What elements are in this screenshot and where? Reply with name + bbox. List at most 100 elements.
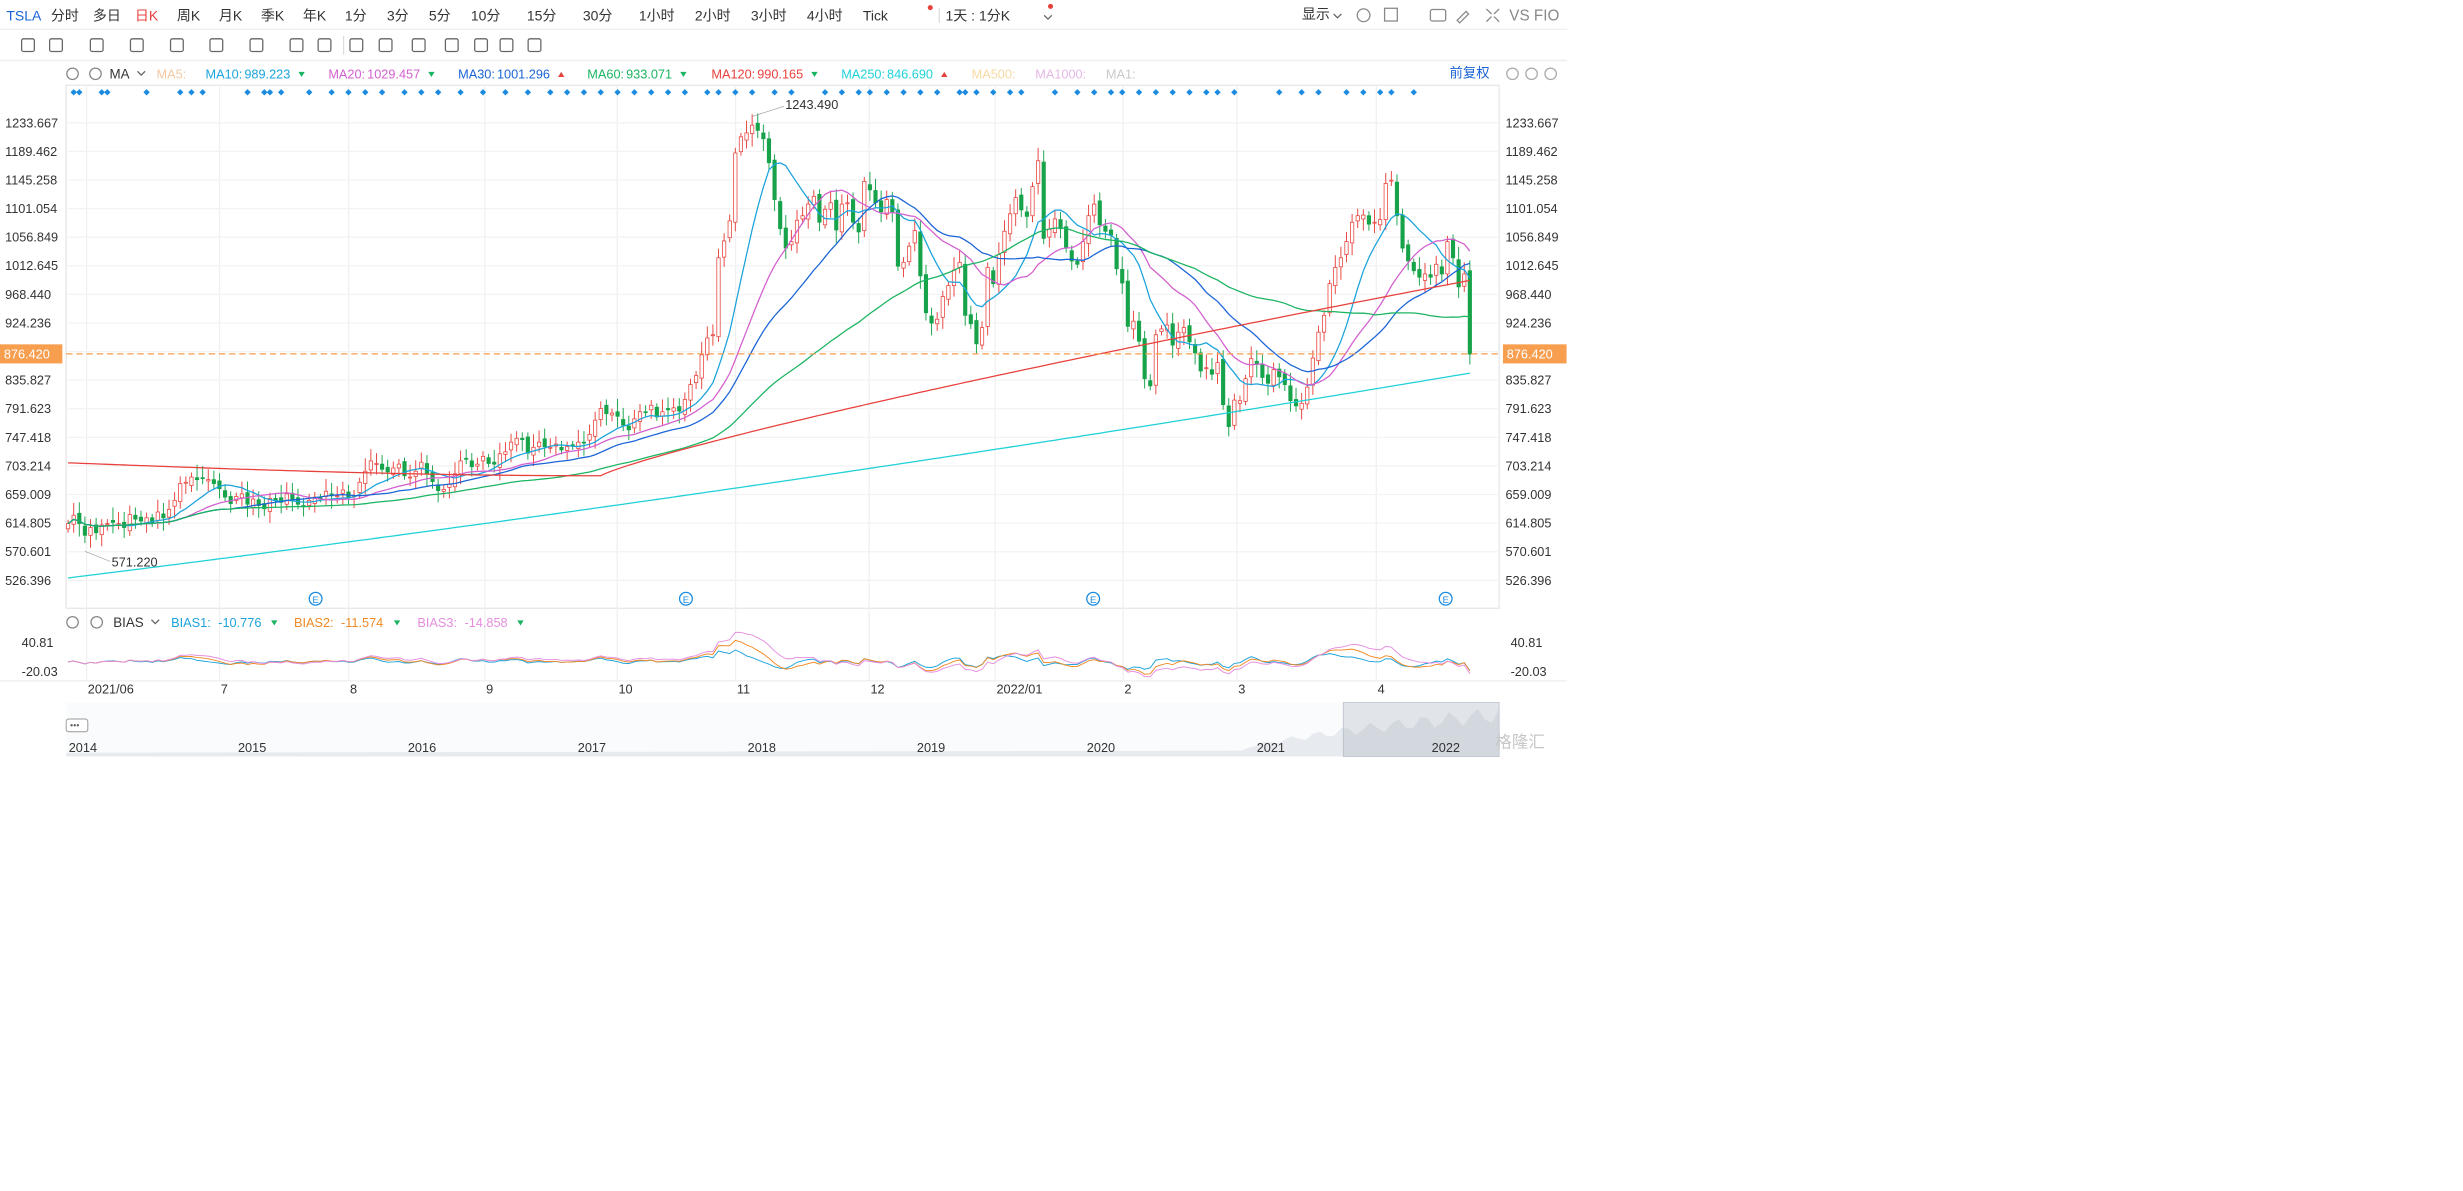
x-tick-label: 3 — [1238, 682, 1245, 697]
period-tab[interactable]: 3分 — [387, 7, 409, 23]
earnings-event-icon[interactable] — [1086, 591, 1101, 606]
candle-body — [991, 270, 996, 285]
signal-marker-icon — [883, 89, 890, 96]
candle-body — [1445, 241, 1450, 275]
period-tab[interactable]: 1分 — [345, 7, 367, 23]
candle-body — [105, 523, 110, 525]
text-tool-icon[interactable] — [289, 38, 304, 53]
camera-icon[interactable] — [1429, 8, 1447, 22]
candle-body — [1305, 386, 1310, 405]
candle-body — [189, 476, 194, 486]
wave-tool-icon[interactable] — [129, 38, 144, 53]
period-tab[interactable]: 1小时 — [639, 7, 675, 23]
period-tab[interactable]: 季K — [261, 7, 285, 23]
signal-marker-icon — [1090, 89, 1098, 96]
arrow-tool-icon[interactable] — [249, 38, 264, 53]
chevron-down-icon[interactable] — [1333, 13, 1342, 19]
close-icon[interactable] — [90, 615, 104, 629]
period-tab[interactable]: 10分 — [471, 7, 501, 23]
period-tab[interactable]: 5分 — [429, 7, 451, 23]
line-tool-icon[interactable] — [48, 38, 63, 53]
candle-body — [475, 463, 480, 467]
range-navigator[interactable]: ••• 2014 2015 2016 2017 2018 2019 2020 2021 2022 格… — [65, 702, 1545, 757]
candle-body — [385, 466, 390, 473]
signal-marker-icon — [748, 89, 756, 96]
ma-value: 933.071 — [626, 66, 672, 81]
y-tick-label-right: 835.827 — [1505, 373, 1551, 388]
period-tab[interactable]: 分时 — [51, 7, 79, 23]
period-tab[interactable]: 年K — [303, 7, 327, 23]
signal-marker-icon — [732, 89, 739, 96]
more-icon[interactable] — [65, 718, 89, 733]
note-tool-icon[interactable] — [317, 38, 332, 53]
lock-icon[interactable] — [411, 38, 426, 53]
signal-marker-icon — [704, 89, 711, 96]
undo-icon[interactable] — [1506, 67, 1519, 81]
move-icon[interactable] — [20, 38, 35, 53]
x-tick-label: 12 — [870, 682, 884, 697]
settings-icon[interactable] — [527, 38, 542, 53]
arrow-up-icon — [941, 71, 948, 77]
chevron-down-icon[interactable] — [136, 70, 146, 76]
period-tab[interactable]: 2小时 — [695, 7, 731, 23]
signal-markers — [70, 89, 1417, 96]
earnings-event-icon[interactable] — [1438, 591, 1453, 606]
period-tab[interactable]: 15分 — [527, 7, 557, 23]
signal-marker-icon — [990, 89, 997, 96]
adjust-select[interactable]: 前复权 — [1449, 65, 1489, 81]
period-tab[interactable]: 4小时 — [807, 7, 843, 23]
earnings-event-icon[interactable] — [308, 591, 323, 606]
hide-icon[interactable] — [444, 38, 459, 53]
range-selector[interactable]: 1天 : 1分K — [946, 7, 1011, 23]
settings-icon[interactable] — [1356, 8, 1371, 23]
candle-body — [99, 524, 104, 536]
settings-icon[interactable] — [66, 67, 79, 81]
candle-body — [1316, 331, 1321, 362]
chevron-down-icon[interactable] — [1043, 14, 1053, 20]
candle-body — [1411, 261, 1416, 272]
zoom-in-icon[interactable] — [1544, 67, 1558, 81]
fib-tool-icon[interactable] — [169, 38, 184, 53]
y-tick-label-right: 614.805 — [1505, 516, 1551, 531]
period-tab[interactable]: 月K — [219, 7, 243, 23]
pen-icon[interactable] — [1456, 10, 1470, 24]
indicator-select[interactable]: BIAS — [113, 615, 144, 630]
arrow-down-icon — [811, 71, 818, 77]
zoom-out-icon[interactable] — [1525, 67, 1538, 81]
period-tab[interactable]: 多日 — [93, 7, 121, 23]
ruler-icon[interactable] — [349, 38, 364, 53]
price-tag-right — [1502, 344, 1567, 364]
close-icon[interactable] — [89, 67, 102, 81]
symbol-label[interactable]: TSLA — [6, 7, 42, 23]
candle-body — [183, 481, 188, 484]
price-tag-left-text: 876.420 — [4, 346, 50, 361]
candle-body — [161, 513, 166, 519]
period-tab[interactable]: 日K — [135, 7, 159, 23]
ma250-line — [68, 372, 1470, 579]
signal-marker-icon — [866, 89, 874, 96]
candle-body — [1159, 328, 1164, 332]
period-tab[interactable]: 周K — [177, 7, 201, 23]
navigator-year-label: 2014 — [69, 740, 97, 755]
signal-marker-icon — [900, 89, 907, 96]
chevron-down-icon[interactable] — [150, 619, 160, 625]
trash-icon[interactable] — [474, 38, 489, 53]
measure-tool-icon[interactable] — [209, 38, 224, 53]
period-tab[interactable]: 30分 — [583, 7, 613, 23]
period-tab[interactable]: Tick — [863, 7, 889, 23]
candle-body — [929, 315, 934, 324]
compare-button[interactable]: VS FIO — [1509, 7, 1559, 24]
earnings-event-icon[interactable] — [678, 591, 693, 606]
layout-icon[interactable] — [1383, 7, 1398, 22]
indicator-select[interactable]: MA — [109, 66, 129, 81]
navigator-window[interactable] — [1342, 702, 1500, 757]
candle-body — [722, 240, 727, 258]
display-menu[interactable]: 显示 — [1302, 6, 1330, 22]
settings-icon[interactable] — [66, 615, 79, 629]
link-icon[interactable] — [499, 38, 514, 53]
ma-value: 990.165 — [757, 66, 803, 81]
fullscreen-icon[interactable] — [1485, 8, 1500, 23]
period-tab[interactable]: 3小时 — [751, 7, 787, 23]
magnet-icon[interactable] — [378, 38, 393, 53]
shape-tool-icon[interactable] — [89, 38, 104, 53]
